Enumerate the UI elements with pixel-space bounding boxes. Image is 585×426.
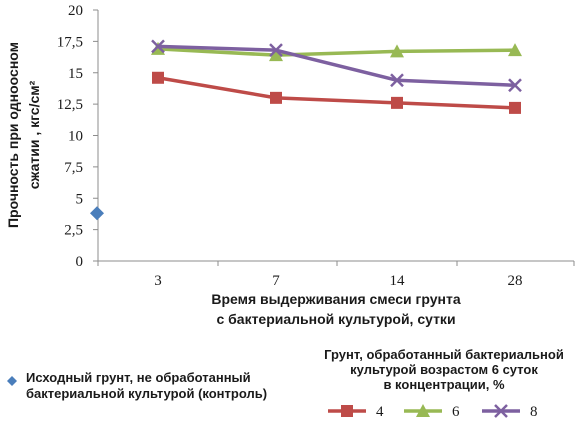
legend-label: 4	[376, 404, 384, 420]
data-point	[390, 73, 404, 88]
series-6	[151, 41, 522, 62]
data-point	[269, 43, 283, 58]
y-tick-label: 20	[68, 3, 83, 19]
y-tick-label: 12,5	[57, 97, 83, 113]
y-tick-label: 0	[76, 254, 84, 270]
legend-series-title: Грунт, обработанный бактериальной	[324, 347, 564, 362]
legend-control-label: Исходный грунт, не обработанный	[26, 370, 251, 385]
x-tick-label: 3	[154, 273, 162, 289]
data-point	[390, 44, 404, 58]
legend-marker	[341, 405, 353, 417]
legend-label: 8	[530, 404, 538, 420]
legend-entry-8: 8	[482, 404, 538, 420]
legend-control-marker	[7, 376, 17, 386]
x-axis-title-line: Время выдерживания смеси грунта	[211, 291, 460, 307]
x-tick-label: 28	[508, 273, 523, 289]
y-tick-label: 10	[68, 129, 83, 145]
data-point	[270, 91, 282, 104]
legend-marker	[494, 404, 508, 418]
y-axis-title: Прочность при одноосном сжатии , кгс/см²	[5, 42, 42, 228]
legend-label: 6	[452, 404, 460, 420]
y-tick-label: 15	[68, 66, 83, 82]
y-tick-label: 7,5	[64, 160, 83, 176]
control-data-point	[90, 206, 104, 221]
data-point	[391, 96, 403, 109]
series-line	[157, 47, 516, 57]
data-point	[508, 43, 522, 57]
x-tick-labels: 3 7 14 28	[154, 273, 522, 289]
legend-entry-4: 4	[328, 404, 384, 420]
legend-control: Исходный грунт, не обработанныйбактериал…	[7, 370, 267, 401]
data-point	[508, 78, 522, 93]
data-point	[152, 71, 164, 84]
data-point	[269, 48, 283, 62]
y-axis-title-line: сжатии , кгс/см²	[26, 80, 42, 189]
legend-marker	[416, 404, 430, 417]
x-tick-label: 7	[272, 273, 280, 289]
y-tick-labels: 0 2,5 5 7,5 10 12,5 15 17,5 20	[57, 3, 83, 270]
y-axis-title-group: Прочность при одноосном сжатии , кгс/см²	[5, 42, 42, 228]
data-point	[509, 101, 521, 114]
x-tick-label: 14	[390, 273, 406, 289]
plot-area	[90, 39, 522, 221]
y-tick-label: 2,5	[64, 223, 83, 239]
legend-series-title: в концентрации, %	[383, 377, 505, 392]
legend-series: Грунт, обработанный бактериальнойкультур…	[324, 347, 564, 420]
series-line	[157, 76, 516, 110]
y-tick-label: 17,5	[57, 34, 83, 50]
y-axis-title-line: Прочность при одноосном	[5, 42, 21, 228]
x-marker-stroke	[508, 78, 522, 93]
legend-control-label: бактериальной культурой (контроль)	[26, 386, 267, 401]
x-marker-stroke	[269, 43, 283, 58]
legend-series-title: культурой возрастом 6 суток	[350, 362, 538, 377]
series-8	[151, 39, 522, 93]
y-tick-label: 5	[76, 191, 84, 207]
series-line	[157, 44, 516, 88]
x-axis-title: Время выдерживания смеси грунта с бактери…	[211, 291, 460, 327]
x-marker-stroke	[151, 39, 165, 54]
data-point	[151, 39, 165, 54]
x-axis-title-line: с бактериальной культурой, сутки	[216, 311, 455, 327]
series-4	[152, 71, 521, 114]
x-marker-stroke	[494, 404, 508, 418]
x-marker-stroke	[390, 73, 404, 88]
legend-entry-6: 6	[404, 404, 460, 420]
